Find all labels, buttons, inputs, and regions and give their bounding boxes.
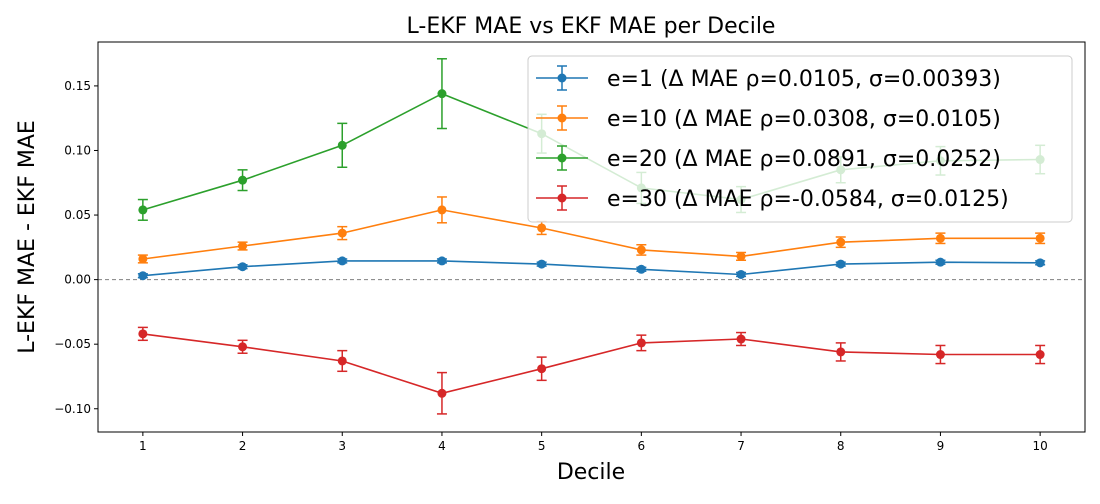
x-tick-label: 7 bbox=[737, 439, 745, 453]
data-point bbox=[1035, 350, 1045, 360]
legend-box bbox=[527, 55, 1073, 223]
legend-entry-e=10: e=10 (Δ MAE ρ=0.0308, σ=0.0105) bbox=[536, 105, 1001, 132]
data-point bbox=[636, 264, 646, 274]
data-point bbox=[138, 205, 148, 215]
y-tick-label: −0.05 bbox=[54, 337, 91, 351]
data-point bbox=[437, 89, 447, 99]
data-point bbox=[337, 356, 347, 366]
series-line bbox=[142, 209, 1041, 260]
data-point bbox=[337, 140, 347, 150]
data-point bbox=[337, 228, 347, 238]
data-point bbox=[736, 334, 746, 344]
data-point bbox=[238, 175, 248, 185]
data-point bbox=[238, 241, 248, 251]
x-tick-label: 2 bbox=[239, 439, 247, 453]
legend-marker bbox=[557, 193, 567, 203]
data-point bbox=[636, 245, 646, 255]
legend-label: e=30 (Δ MAE ρ=-0.0584, σ=0.0125) bbox=[607, 187, 1009, 212]
data-point bbox=[636, 338, 646, 348]
x-axis-label: Decile bbox=[557, 460, 625, 485]
data-point bbox=[138, 271, 148, 281]
legend: e=1 (Δ MAE ρ=0.0105, σ=0.00393) e=10 (Δ M… bbox=[527, 55, 1073, 223]
data-point bbox=[935, 233, 945, 243]
data-point bbox=[337, 256, 347, 266]
data-point bbox=[836, 237, 846, 247]
data-point bbox=[437, 256, 447, 266]
data-point bbox=[736, 269, 746, 279]
x-tick-label: 4 bbox=[438, 439, 446, 453]
y-tick-label: −0.10 bbox=[54, 402, 91, 416]
y-tick-label: 0.10 bbox=[64, 143, 91, 157]
data-point bbox=[537, 364, 547, 374]
series-e=10 bbox=[137, 196, 1046, 264]
x-tick-label: 5 bbox=[538, 439, 546, 453]
data-point bbox=[935, 257, 945, 267]
legend-marker bbox=[557, 153, 567, 163]
data-point bbox=[537, 223, 547, 233]
data-point bbox=[238, 342, 248, 352]
legend-entry-e=1: e=1 (Δ MAE ρ=0.0105, σ=0.00393) bbox=[536, 65, 1001, 92]
axes: 1 2 3 4 5 6 7 8 9 10 −0.10 −0.05 0.00 0.05 0.10 0.15 bbox=[54, 41, 1086, 453]
data-point bbox=[1035, 258, 1045, 268]
series-line bbox=[142, 260, 1041, 277]
y-axis-label: L-EKF MAE - EKF MAE bbox=[15, 120, 40, 354]
axes-frame bbox=[97, 41, 1086, 433]
x-tick-label: 3 bbox=[338, 439, 346, 453]
x-tick-label: 6 bbox=[638, 439, 646, 453]
series-line bbox=[142, 333, 1041, 395]
data-point bbox=[836, 347, 846, 357]
y-tick-label: 0.05 bbox=[64, 208, 91, 222]
data-point bbox=[736, 251, 746, 261]
y-tick-label: 0.15 bbox=[64, 79, 91, 93]
data-point bbox=[138, 254, 148, 264]
data-point bbox=[935, 350, 945, 360]
data-point bbox=[238, 262, 248, 272]
legend-label: e=20 (Δ MAE ρ=0.0891, σ=0.0252) bbox=[607, 147, 1001, 172]
legend-marker bbox=[557, 73, 567, 83]
legend-label: e=10 (Δ MAE ρ=0.0308, σ=0.0105) bbox=[607, 107, 1001, 132]
data-point bbox=[437, 388, 447, 398]
legend-entry-e=20: e=20 (Δ MAE ρ=0.0891, σ=0.0252) bbox=[536, 145, 1001, 172]
data-point bbox=[537, 259, 547, 269]
x-tick-label: 1 bbox=[139, 439, 147, 453]
legend-label: e=1 (Δ MAE ρ=0.0105, σ=0.00393) bbox=[607, 67, 1001, 92]
chart-title: L-EKF MAE vs EKF MAE per Decile bbox=[407, 14, 776, 39]
data-point bbox=[1035, 233, 1045, 243]
y-tick-label: 0.00 bbox=[64, 273, 91, 287]
series-e=1 bbox=[137, 256, 1046, 281]
legend-marker bbox=[557, 113, 567, 123]
x-tick-label: 10 bbox=[1032, 439, 1047, 453]
x-tick-label: 8 bbox=[837, 439, 845, 453]
series-e=30 bbox=[137, 326, 1046, 415]
x-tick-label: 9 bbox=[937, 439, 945, 453]
data-point bbox=[836, 259, 846, 269]
legend-entry-e=30: e=30 (Δ MAE ρ=-0.0584, σ=0.0125) bbox=[536, 185, 1009, 212]
data-point bbox=[138, 329, 148, 339]
data-point bbox=[437, 205, 447, 215]
